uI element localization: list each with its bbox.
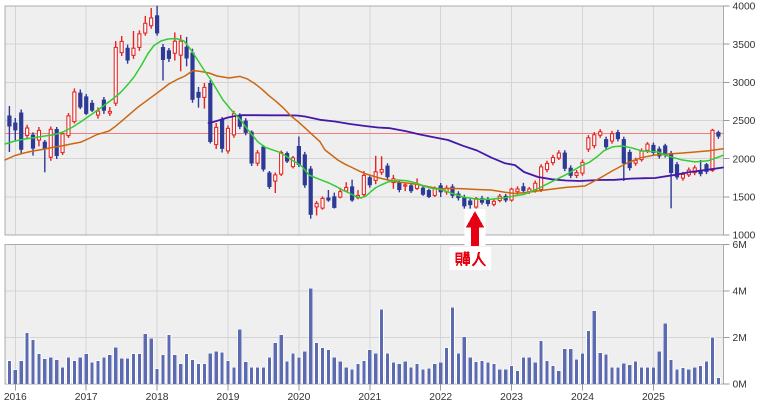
svg-text:2000: 2000	[733, 154, 756, 165]
svg-text:2017: 2017	[75, 392, 98, 403]
svg-text:2M: 2M	[733, 333, 747, 344]
svg-text:4M: 4M	[733, 287, 747, 298]
svg-text:2018: 2018	[146, 392, 169, 403]
svg-text:2500: 2500	[733, 116, 756, 127]
svg-text:3500: 3500	[733, 40, 756, 51]
svg-text:2021: 2021	[358, 392, 381, 403]
svg-text:1500: 1500	[733, 192, 756, 203]
svg-text:6M: 6M	[733, 240, 747, 251]
svg-text:4000: 4000	[733, 2, 756, 13]
svg-text:0M: 0M	[733, 380, 747, 391]
svg-text:3000: 3000	[733, 78, 756, 89]
svg-text:2024: 2024	[571, 392, 594, 403]
svg-text:2023: 2023	[500, 392, 523, 403]
svg-text:2025: 2025	[642, 392, 665, 403]
svg-text:2020: 2020	[287, 392, 310, 403]
svg-text:2022: 2022	[429, 392, 452, 403]
svg-text:2016: 2016	[4, 392, 27, 403]
svg-text:2019: 2019	[217, 392, 240, 403]
svg-text:1000: 1000	[733, 231, 756, 242]
